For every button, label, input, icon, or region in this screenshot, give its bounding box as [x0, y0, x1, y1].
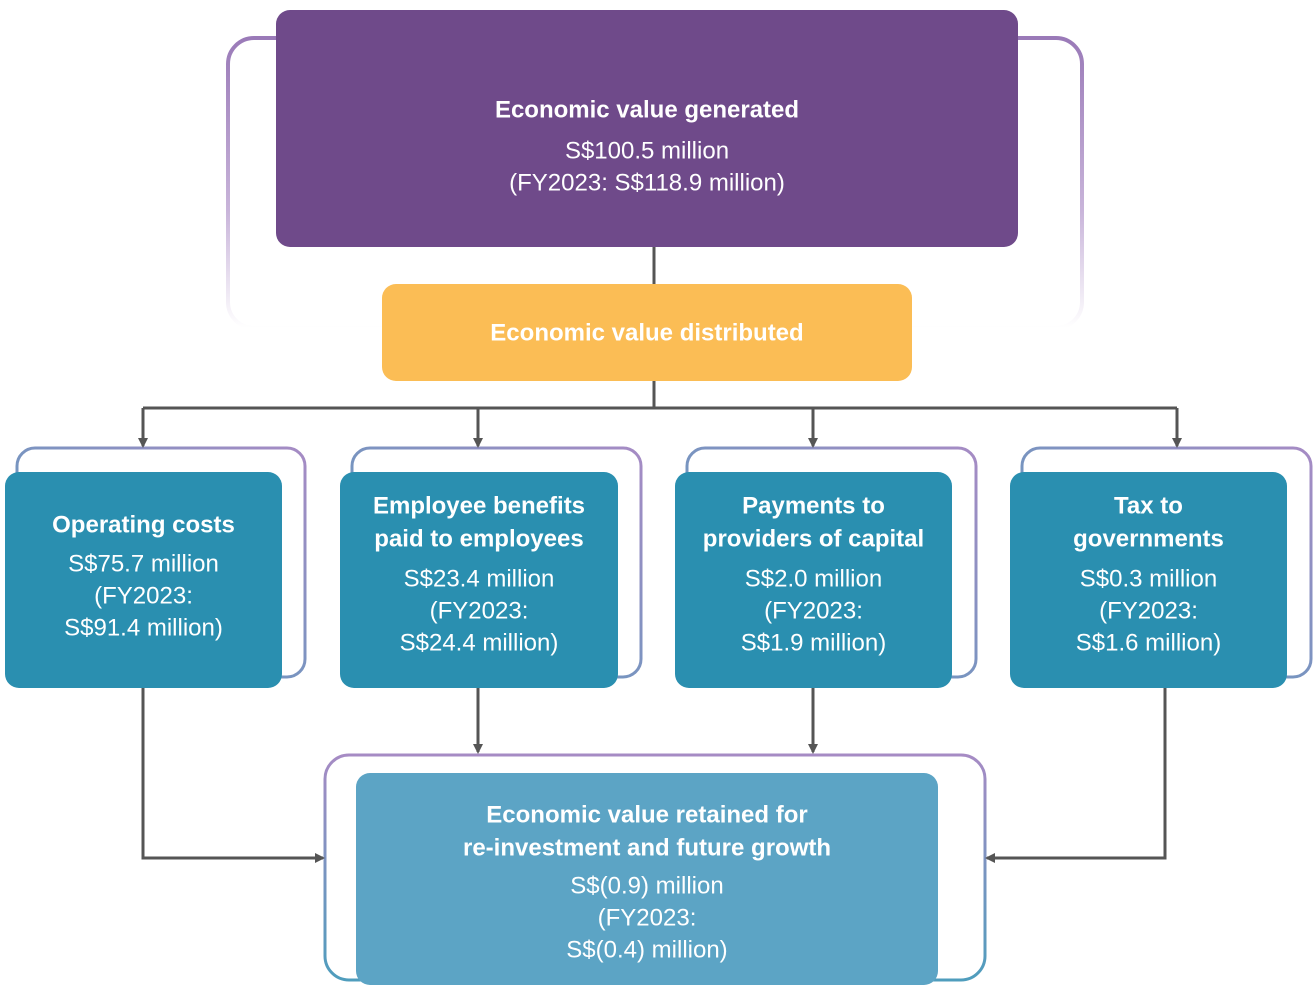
node-detail: S$75.7 million [68, 550, 219, 577]
node-title: Economic value distributed [490, 319, 803, 346]
node-detail: S$1.9 million) [741, 629, 886, 656]
node-title: governments [1073, 525, 1224, 552]
node-box [675, 472, 952, 688]
node-detail: (FY2023: S$118.9 million) [509, 169, 785, 196]
node-box [5, 472, 282, 688]
node-detail: S$(0.4) million) [566, 936, 727, 963]
node-title: Tax to [1114, 492, 1183, 519]
node-detail: S$2.0 million [745, 565, 882, 592]
node-title: paid to employees [374, 525, 583, 552]
node-detail: S$24.4 million) [400, 629, 559, 656]
node-detail: S$23.4 million [404, 565, 555, 592]
node-detail: S$100.5 million [565, 137, 729, 164]
node-box [340, 472, 618, 688]
node-detail: S$1.6 million) [1076, 629, 1221, 656]
node-detail: (FY2023: [1099, 597, 1198, 624]
node-box [382, 284, 912, 381]
node-title: providers of capital [703, 525, 924, 552]
node-title: re-investment and future growth [463, 834, 831, 861]
node-title: Payments to [742, 492, 885, 519]
node-detail: S$(0.9) million [570, 872, 723, 899]
node-title: Economic value generated [495, 96, 799, 123]
node-title: Economic value retained for [486, 801, 807, 828]
boxes: Economic value generated S$100.5 million (… [5, 10, 1287, 985]
node-box [356, 773, 938, 985]
node-box [1010, 472, 1287, 688]
node-detail: S$91.4 million) [64, 614, 223, 641]
node-detail: (FY2023: [430, 597, 529, 624]
node-detail: (FY2023: [764, 597, 863, 624]
node-detail: (FY2023: [598, 904, 697, 931]
node-title: Operating costs [52, 511, 235, 538]
node-detail: S$0.3 million [1080, 565, 1217, 592]
node-detail: (FY2023: [94, 582, 193, 609]
node-title: Employee benefits [373, 492, 585, 519]
node-box [276, 10, 1018, 247]
connectors [138, 247, 1182, 863]
